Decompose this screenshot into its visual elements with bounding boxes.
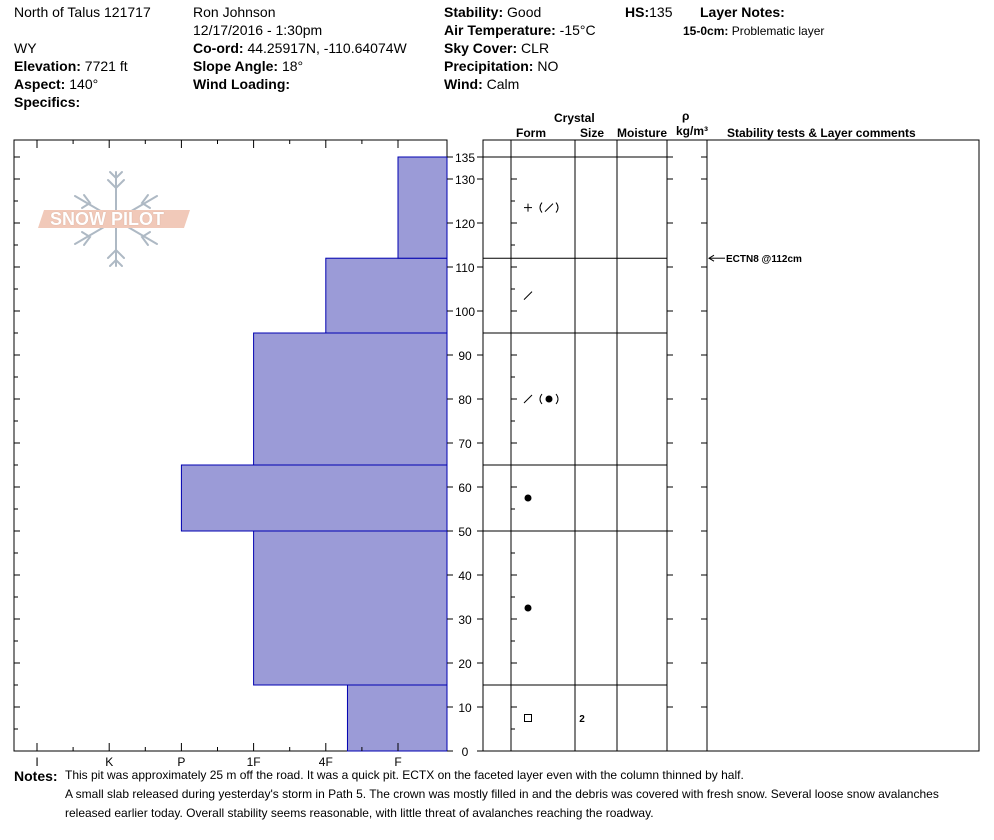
y-tick-label: 30 xyxy=(458,613,472,627)
hardness-label: 4F xyxy=(319,755,333,769)
aspect: Aspect: 140° xyxy=(14,75,98,93)
y-tick-label: 10 xyxy=(458,701,472,715)
grain-form-square xyxy=(524,714,532,722)
specifics-label: Specifics: xyxy=(14,94,81,110)
layer-table-frame xyxy=(482,139,980,752)
precipitation-value: NO xyxy=(537,58,559,74)
air-temperature: Air Temperature: -15°C xyxy=(444,21,596,39)
grain-form-dot xyxy=(524,604,532,612)
snowflake-icon xyxy=(38,171,190,267)
wind-loading: Wind Loading: xyxy=(193,75,290,93)
notes-label: Notes: xyxy=(14,768,58,784)
observer: Ron Johnson xyxy=(193,4,276,20)
stability-value: Good xyxy=(507,4,542,20)
slope-angle-label: Slope Angle: xyxy=(193,58,279,74)
moisture-header: Moisture xyxy=(617,126,668,140)
grain-form-slash-paren-dot xyxy=(523,393,559,405)
y-tick-label: 110 xyxy=(455,261,474,275)
coord-label: Co-ord: xyxy=(193,40,244,56)
grain-form-dot xyxy=(524,494,532,502)
datetime: 12/17/2016 - 1:30pm xyxy=(193,22,323,38)
y-tick-label: 80 xyxy=(458,393,472,407)
hs-label: HS: xyxy=(625,4,650,20)
aspect-value: 140° xyxy=(69,76,99,92)
precipitation-label: Precipitation: xyxy=(444,58,534,74)
slope-angle: Slope Angle: 18° xyxy=(193,57,303,75)
stability-test-arrowhead xyxy=(708,254,715,262)
hardness-label: I xyxy=(35,755,38,769)
hardness-label: P xyxy=(177,755,185,769)
form-header: Form xyxy=(516,126,546,140)
size-header: Size xyxy=(580,126,605,140)
aspect-label: Aspect: xyxy=(14,76,66,92)
hardness-bar xyxy=(397,156,448,259)
notes-line-2: A small slab released during yesterday's… xyxy=(65,787,939,801)
y-tick-label: 130 xyxy=(455,173,475,187)
coord-value: 44.25917N, -110.64074W xyxy=(247,40,407,56)
specifics: Specifics: xyxy=(14,93,80,111)
hardness-bar xyxy=(253,332,448,466)
elevation: Elevation: 7721 ft xyxy=(14,57,128,75)
sky-cover: Sky Cover: CLR xyxy=(444,39,549,57)
y-tick-label: 100 xyxy=(455,305,475,319)
layer-note-text: Problematic layer xyxy=(731,24,825,38)
stability-test-label: ECTN8 @112cm xyxy=(726,254,802,265)
elevation-label: Elevation: xyxy=(14,58,81,74)
sky-cover-label: Sky Cover: xyxy=(444,40,518,56)
elevation-value: 7721 ft xyxy=(84,58,128,74)
y-tick-label: 20 xyxy=(458,657,472,671)
hardness-label: 1F xyxy=(247,755,261,769)
snow-height: HS:135 xyxy=(625,3,672,21)
crystal-header: Crystal xyxy=(554,111,595,125)
hardness-label: F xyxy=(394,755,401,769)
slope-angle-value: 18° xyxy=(281,58,304,74)
snowpilot-logo: SNOW PILOT xyxy=(38,168,194,272)
grain-size-label: 2 xyxy=(579,714,585,725)
wind-value: Calm xyxy=(486,76,520,92)
stability: Stability: Good xyxy=(444,3,541,21)
stability-tests-header: Stability tests & Layer comments xyxy=(727,126,916,140)
location-name: North of Talus 121717 xyxy=(14,4,151,20)
notes-line-1: This pit was approximately 25 m off the … xyxy=(65,768,744,782)
precipitation: Precipitation: NO xyxy=(444,57,558,75)
y-tick-label: 120 xyxy=(455,217,475,231)
hardness-bar xyxy=(253,530,448,686)
hardness-bar xyxy=(325,257,448,334)
hs-value: 135 xyxy=(649,4,673,20)
hardness-bar xyxy=(346,684,448,752)
density-unit-header: kg/m³ xyxy=(676,124,709,138)
grain-form-slash xyxy=(523,291,533,300)
air-temperature-label: Air Temperature: xyxy=(444,22,556,38)
y-tick-label: 70 xyxy=(458,437,472,451)
y-tick-label: 90 xyxy=(458,349,472,363)
logo-text: SNOW PILOT xyxy=(50,209,164,229)
sky-cover-value: CLR xyxy=(521,40,550,56)
layer-note: 15-0cm: Problematic layer xyxy=(683,24,824,38)
wind-label: Wind: xyxy=(444,76,483,92)
wind-loading-label: Wind Loading: xyxy=(193,76,291,92)
layer-notes-label: Layer Notes: xyxy=(700,4,785,20)
y-tick-label: 135 xyxy=(455,151,475,165)
y-tick-label: 60 xyxy=(458,481,472,495)
hardness-bar xyxy=(180,464,448,532)
notes-line-3: released earlier today. Overall stabilit… xyxy=(65,806,654,820)
grain-form-plus-paren-slash xyxy=(524,202,559,213)
hardness-label: K xyxy=(105,755,113,769)
y-tick-label: 40 xyxy=(458,569,472,583)
coordinates: Co-ord: 44.25917N, -110.64074W xyxy=(193,39,407,57)
y-tick-label: 0 xyxy=(462,745,469,759)
air-temperature-value: -15°C xyxy=(559,22,596,38)
wind: Wind: Calm xyxy=(444,75,519,93)
rho-header: ρ xyxy=(682,109,690,123)
state: WY xyxy=(14,40,37,56)
stability-label: Stability: xyxy=(444,4,504,20)
layer-note-depth: 15-0cm: xyxy=(683,24,729,38)
y-tick-label: 50 xyxy=(458,525,472,539)
